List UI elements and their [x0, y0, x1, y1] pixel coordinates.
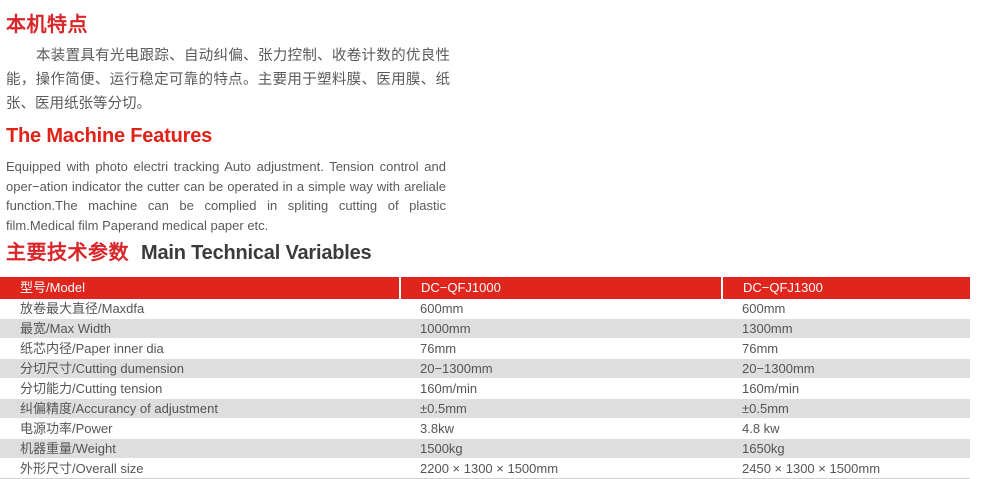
- spec-value-model-2: 76mm: [722, 338, 970, 359]
- spec-value-model-2: ±0.5mm: [722, 398, 970, 419]
- table-row: 电源功率/Power 3.8kw 4.8 kw: [0, 418, 970, 439]
- spec-value-model-1: ±0.5mm: [400, 398, 722, 419]
- spec-value-model-2: 20−1300mm: [722, 358, 970, 379]
- spec-value-model-1: 1000mm: [400, 318, 722, 339]
- table-row: 机器重量/Weight 1500kg 1650kg: [0, 438, 970, 459]
- spec-label: 分切尺寸/Cutting dumension: [0, 358, 400, 379]
- spec-label: 放卷最大直径/Maxdfa: [0, 299, 400, 319]
- machine-features-en-paragraph: Equipped with photo electri tracking Aut…: [6, 159, 446, 233]
- table-row: 外形尺寸/Overall size 2200 × 1300 × 1500mm 245…: [0, 458, 970, 479]
- column-header-model: 型号/Model: [0, 277, 401, 299]
- table-header: 型号/Model DC−QFJ1000 DC−QFJ1300: [0, 277, 970, 299]
- spec-label: 纠偏精度/Accurancy of adjustment: [0, 398, 400, 419]
- spec-value-model-2: 2450 × 1300 × 1500mm: [722, 458, 970, 479]
- spec-label: 最宽/Max Width: [0, 318, 400, 339]
- spec-value-model-1: 76mm: [400, 338, 722, 359]
- column-header-model-1: DC−QFJ1000: [400, 277, 723, 299]
- machine-features-en-section: The Machine Features Equipped with photo…: [6, 123, 466, 235]
- spec-value-model-2: 1300mm: [722, 318, 970, 339]
- table-row: 分切能力/Cutting tension 160m/min 160m/min: [0, 378, 970, 399]
- machine-features-cn-paragraph: 本装置具有光电跟踪、自动纠偏、张力控制、收卷计数的优良性能，操作简便、运行稳定可…: [6, 48, 450, 112]
- spec-label: 纸芯内径/Paper inner dia: [0, 338, 400, 359]
- table-row: 分切尺寸/Cutting dumension 20−1300mm 20−1300mm: [0, 358, 970, 379]
- table-row: 纠偏精度/Accurancy of adjustment ±0.5mm ±0.5mm: [0, 398, 970, 419]
- machine-features-cn-heading: 本机特点: [6, 14, 88, 36]
- spec-value-model-1: 600mm: [400, 299, 722, 319]
- spec-value-model-1: 160m/min: [400, 378, 722, 399]
- spec-label: 外形尺寸/Overall size: [0, 458, 400, 479]
- specs-heading-en: Main Technical Variables: [141, 242, 372, 264]
- table-row: 最宽/Max Width 1000mm 1300mm: [0, 318, 970, 339]
- table-row: 放卷最大直径/Maxdfa 600mm 600mm: [0, 299, 970, 319]
- spec-value-model-2: 600mm: [722, 299, 970, 319]
- spec-value-model-1: 3.8kw: [400, 418, 722, 439]
- specs-heading-row: 主要技术参数 Main Technical Variables: [6, 240, 372, 266]
- spec-label: 电源功率/Power: [0, 418, 400, 439]
- table-body: 放卷最大直径/Maxdfa 600mm 600mm 最宽/Max Width 1000m…: [0, 299, 970, 479]
- spec-value-model-2: 1650kg: [722, 438, 970, 459]
- machine-features-en-heading: The Machine Features: [6, 125, 213, 147]
- spec-value-model-1: 20−1300mm: [400, 358, 722, 379]
- spec-value-model-2: 4.8 kw: [722, 418, 970, 439]
- column-header-model-2: DC−QFJ1300: [722, 277, 970, 299]
- table-header-row: 型号/Model DC−QFJ1000 DC−QFJ1300: [0, 277, 970, 299]
- spec-label: 分切能力/Cutting tension: [0, 378, 400, 399]
- spec-value-model-1: 2200 × 1300 × 1500mm: [400, 458, 722, 479]
- specs-heading-cn: 主要技术参数: [6, 242, 129, 264]
- table-row: 纸芯内径/Paper inner dia 76mm 76mm: [0, 338, 970, 359]
- spec-value-model-1: 1500kg: [400, 438, 722, 459]
- technical-variables-table: 型号/Model DC−QFJ1000 DC−QFJ1300 放卷最大直径/Ma…: [0, 277, 970, 479]
- spec-label: 机器重量/Weight: [0, 438, 400, 459]
- machine-features-cn-section: 本机特点 本装置具有光电跟踪、自动纠偏、张力控制、收卷计数的优良性能，操作简便、…: [6, 12, 466, 116]
- spec-value-model-2: 160m/min: [722, 378, 970, 399]
